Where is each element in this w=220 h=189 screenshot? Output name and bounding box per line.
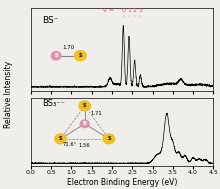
- Text: v =: v =: [103, 8, 116, 13]
- Text: 1.70: 1.70: [62, 46, 74, 50]
- Text: 3: 3: [138, 8, 142, 13]
- Text: BS₃⁻⁻: BS₃⁻⁻: [42, 99, 65, 108]
- Text: 2: 2: [133, 8, 137, 13]
- Text: S: S: [83, 103, 86, 108]
- Text: 1.71: 1.71: [90, 111, 102, 116]
- Text: S: S: [79, 53, 82, 58]
- Text: B: B: [54, 53, 58, 58]
- Text: 0: 0: [121, 8, 125, 13]
- Text: B: B: [83, 121, 87, 126]
- Text: 1.56: 1.56: [79, 143, 91, 148]
- Text: 71.6°: 71.6°: [62, 142, 77, 147]
- X-axis label: Electron Binding Energy (eV): Electron Binding Energy (eV): [67, 178, 177, 187]
- Text: S: S: [107, 136, 111, 141]
- Text: S: S: [59, 136, 62, 141]
- Text: 1: 1: [127, 8, 131, 13]
- Text: BS⁻: BS⁻: [42, 15, 58, 25]
- Text: Relative Intensity: Relative Intensity: [4, 61, 13, 128]
